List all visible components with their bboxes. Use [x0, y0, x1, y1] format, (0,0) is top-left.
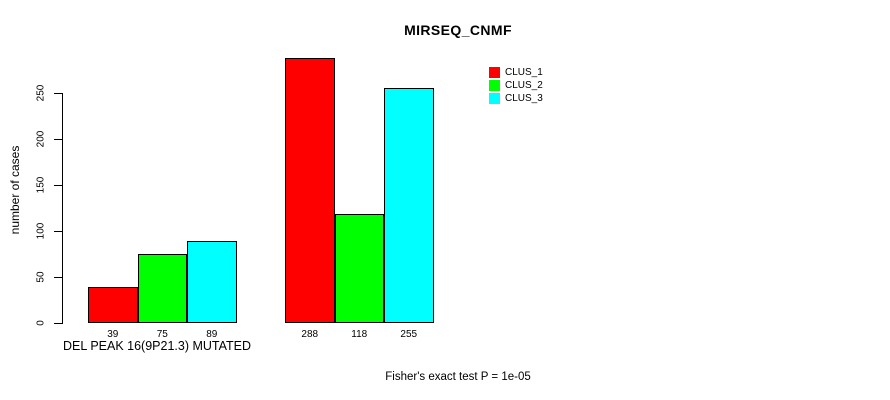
- legend-entry-clus-2: CLUS_2: [489, 79, 543, 92]
- legend-label-clus-3: CLUS_3: [505, 93, 543, 104]
- y-axis-tick-label: 250: [35, 84, 47, 102]
- legend-swatch-clus-1: [489, 67, 500, 78]
- bar-value-label: 118: [351, 329, 368, 340]
- bar-value-label: 39: [107, 329, 119, 340]
- bar-clus-1-group-1: [88, 287, 138, 323]
- legend-label-clus-2: CLUS_2: [505, 80, 543, 91]
- y-axis-tick-label: 50: [35, 271, 47, 283]
- y-axis-tick: [54, 231, 62, 232]
- y-axis-tick-label: 0: [35, 320, 47, 326]
- y-axis-tick-label: 100: [35, 222, 47, 240]
- bar-value-label: 75: [156, 329, 168, 340]
- bar-value-label: 288: [301, 329, 319, 340]
- y-axis-line: [62, 93, 63, 324]
- chart-title: MIRSEQ_CNMF: [404, 22, 512, 38]
- bar-value-label: 89: [206, 329, 218, 340]
- y-axis-tick-label: 150: [35, 176, 47, 194]
- legend-swatch-clus-2: [489, 80, 500, 91]
- bar-clus-2-group-1: [137, 254, 187, 323]
- legend: CLUS_1 CLUS_2 CLUS_3: [489, 66, 543, 105]
- bar-clus-2-group-2: [334, 214, 384, 323]
- y-axis-tick: [54, 185, 62, 186]
- legend-label-clus-1: CLUS_1: [505, 67, 543, 78]
- y-axis-tick: [54, 277, 62, 278]
- bar-value-label: 255: [400, 329, 418, 340]
- y-axis-tick: [54, 93, 62, 94]
- y-axis-tick: [54, 139, 62, 140]
- annotation-fisher-test: Fisher's exact test P = 1e-05: [385, 371, 531, 383]
- legend-entry-clus-1: CLUS_1: [489, 66, 543, 79]
- bar-clus-3-group-1: [187, 241, 237, 323]
- bar-clus-3-group-2: [384, 88, 434, 323]
- y-axis-tick-label: 200: [35, 130, 47, 148]
- y-axis-tick: [54, 323, 62, 324]
- bar-clus-1-group-2: [285, 58, 335, 323]
- y-axis-label: number of cases: [8, 145, 22, 235]
- legend-swatch-clus-3: [489, 93, 500, 104]
- x-axis-label: DEL PEAK 16(9P21.3) MUTATED: [63, 339, 252, 353]
- legend-entry-clus-3: CLUS_3: [489, 92, 543, 105]
